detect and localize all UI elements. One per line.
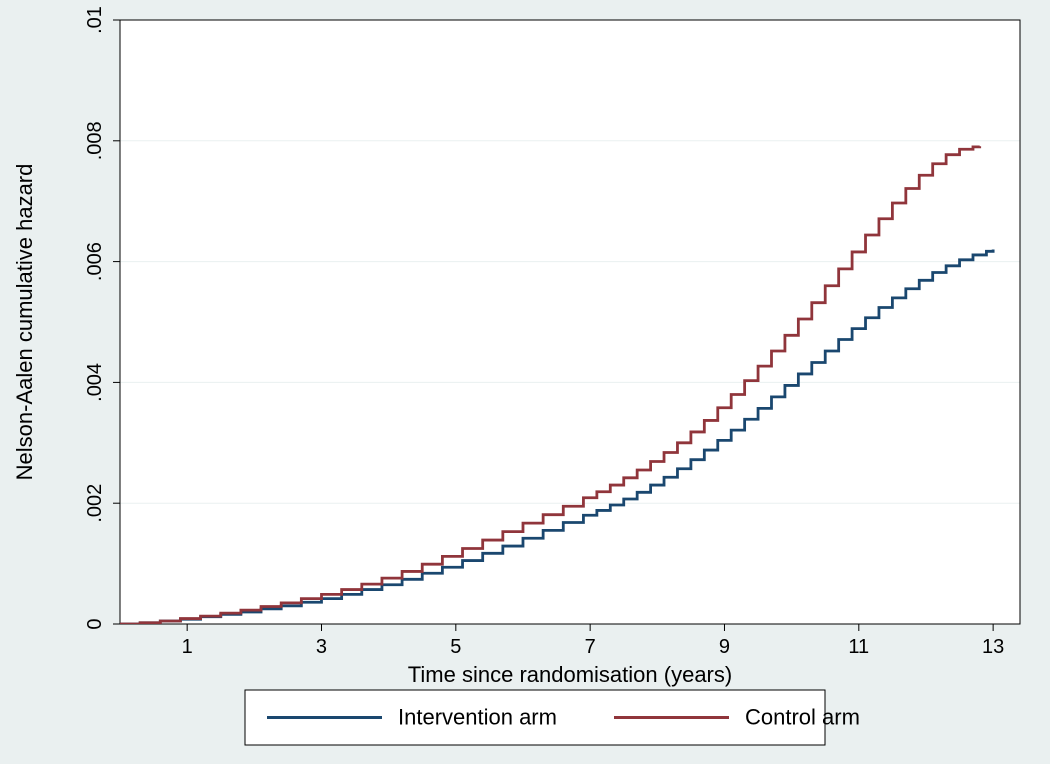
x-axis-label: Time since randomisation (years): [408, 662, 732, 687]
y-tick-label: .01: [84, 6, 106, 34]
plot-area: [120, 20, 1020, 624]
legend-label: Control arm: [745, 705, 860, 730]
x-tick-label: 13: [982, 636, 1004, 658]
y-tick-label: 0: [84, 618, 106, 629]
x-tick-label: 7: [585, 636, 596, 658]
legend-label: Intervention arm: [398, 705, 557, 730]
y-tick-label: .002: [84, 484, 106, 523]
x-tick-label: 9: [719, 636, 730, 658]
x-tick-label: 3: [316, 636, 327, 658]
x-tick-label: 1: [182, 636, 193, 658]
y-axis-label: Nelson-Aalen cumulative hazard: [12, 164, 37, 481]
cumulative-hazard-chart: 1357911130.002.004.006.008.01Time since …: [0, 0, 1050, 764]
chart-svg: 1357911130.002.004.006.008.01Time since …: [0, 0, 1050, 764]
x-tick-label: 11: [848, 636, 869, 658]
y-tick-label: .004: [84, 363, 106, 402]
x-tick-label: 5: [450, 636, 461, 658]
y-tick-label: .008: [84, 121, 106, 160]
y-tick-label: .006: [84, 242, 106, 281]
